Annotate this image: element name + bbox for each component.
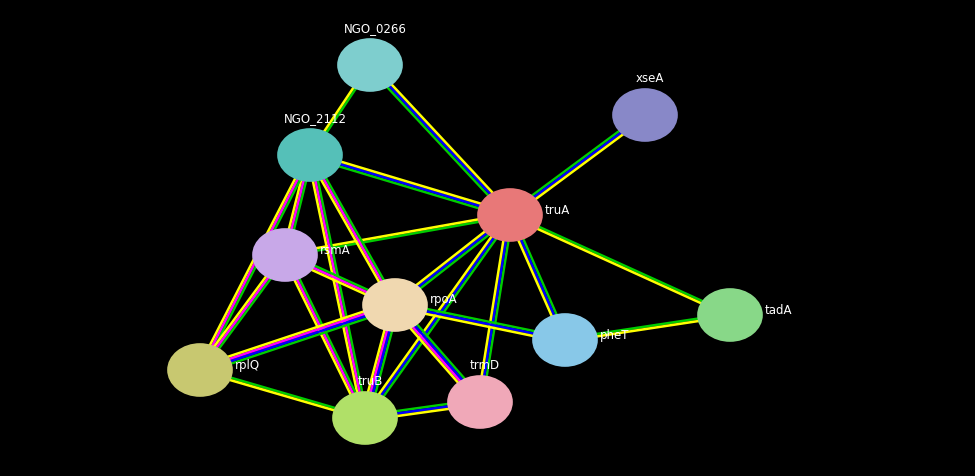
Ellipse shape: [176, 350, 224, 389]
Text: xseA: xseA: [636, 72, 664, 85]
Ellipse shape: [621, 96, 669, 135]
Text: rsmA: rsmA: [320, 244, 351, 257]
Text: pheT: pheT: [600, 328, 630, 341]
Ellipse shape: [371, 286, 419, 325]
Text: NGO_2112: NGO_2112: [284, 112, 346, 125]
Ellipse shape: [168, 344, 232, 396]
Ellipse shape: [253, 229, 317, 281]
Ellipse shape: [448, 376, 512, 428]
Ellipse shape: [286, 136, 334, 175]
Ellipse shape: [541, 320, 589, 359]
Ellipse shape: [486, 196, 534, 235]
Text: truB: truB: [357, 375, 382, 388]
Ellipse shape: [533, 314, 597, 366]
Text: tadA: tadA: [765, 304, 793, 317]
Ellipse shape: [346, 46, 394, 85]
Text: rpoA: rpoA: [430, 294, 457, 307]
Ellipse shape: [698, 289, 762, 341]
Ellipse shape: [261, 236, 309, 275]
Ellipse shape: [338, 39, 402, 91]
Text: truA: truA: [545, 204, 570, 217]
Ellipse shape: [333, 392, 397, 444]
Text: trmD: trmD: [470, 359, 500, 372]
Ellipse shape: [278, 129, 342, 181]
Ellipse shape: [341, 398, 389, 437]
Ellipse shape: [363, 279, 427, 331]
Ellipse shape: [706, 296, 754, 335]
Text: rplQ: rplQ: [235, 358, 260, 371]
Text: NGO_0266: NGO_0266: [343, 22, 407, 35]
Ellipse shape: [456, 383, 504, 422]
Ellipse shape: [478, 189, 542, 241]
Ellipse shape: [613, 89, 677, 141]
